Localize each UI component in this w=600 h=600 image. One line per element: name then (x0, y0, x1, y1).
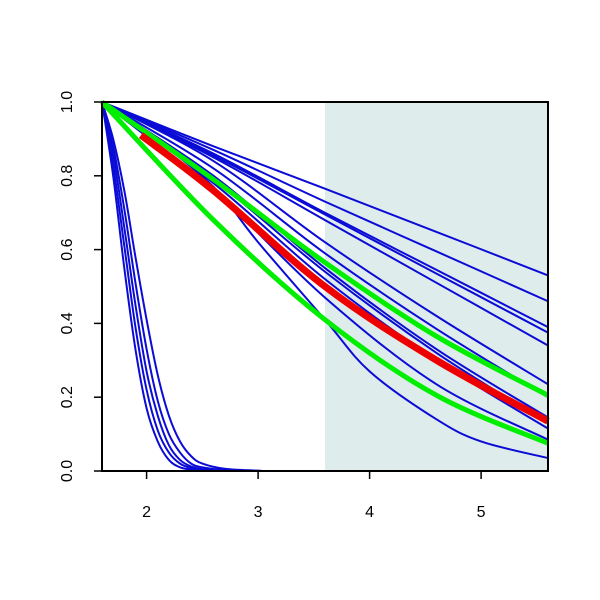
y-tick-label: 0.8 (59, 165, 76, 187)
plot-frame (101, 101, 549, 472)
x-tick-label: 3 (254, 504, 263, 521)
y-tick-label: 1.0 (59, 91, 76, 113)
y-tick-label: 0.4 (59, 312, 76, 334)
x-axis: 2 3 4 5 (142, 471, 486, 521)
y-tick-label: 0.0 (59, 460, 76, 482)
x-tick-label: 4 (365, 504, 374, 521)
y-tick-label: 0.6 (59, 238, 76, 260)
series-blue-line-2 (101, 101, 549, 303)
y-tick-label: 0.2 (59, 386, 76, 408)
x-tick-label: 2 (142, 504, 151, 521)
series-blue-line-1 (101, 101, 549, 277)
series-blue-line-3 (101, 101, 549, 328)
series-blue-line-7 (101, 101, 549, 399)
series-red-line-20 (138, 132, 550, 425)
series-blue-line-5 (101, 101, 549, 347)
series-blue-line-4 (101, 101, 549, 334)
series-blue-line-6 (101, 101, 549, 386)
x-tick-label: 5 (477, 504, 486, 521)
y-axis: 0.0 0.2 0.4 0.6 0.8 1.0 (59, 91, 102, 482)
series-green-line-18 (100, 99, 550, 398)
series-green-line-19 (100, 100, 549, 446)
series-blue-line-8 (101, 101, 549, 419)
